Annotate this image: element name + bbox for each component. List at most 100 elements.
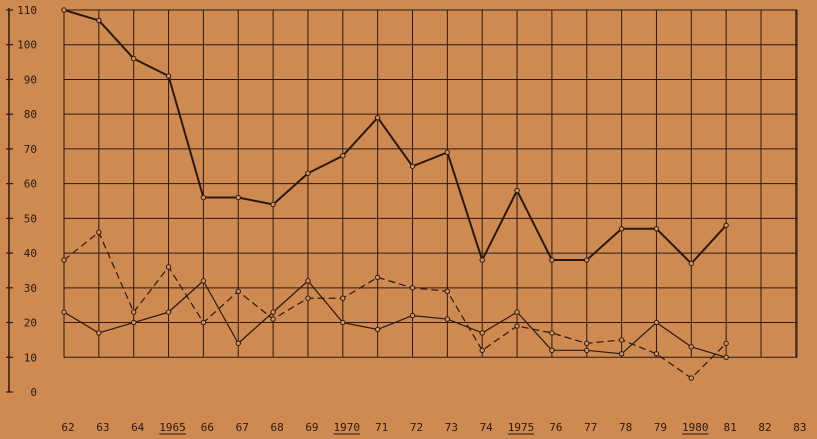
y-tick-label: 20 [24, 317, 37, 330]
tick-labels: 0 10 20 30 40 50 60 70 80 90 100 110 62 63 64 1965 66 67 6… [17, 4, 806, 435]
data-point [479, 347, 485, 354]
data-point [374, 114, 381, 121]
y-tick-label: 110 [17, 4, 37, 17]
data-point [549, 257, 555, 263]
data-point [96, 330, 102, 336]
x-tick-label: 83 [793, 421, 806, 434]
grid [63, 9, 798, 358]
x-tick-label: 82 [758, 421, 771, 434]
series-solid-bold [61, 7, 729, 267]
data-point [235, 194, 241, 201]
x-tick-label: 68 [270, 421, 283, 434]
y-tick-label: 40 [24, 247, 37, 260]
data-point [688, 375, 694, 381]
x-tick-label: 72 [410, 421, 423, 434]
data-point [270, 316, 276, 322]
y-tick-label: 10 [24, 351, 37, 364]
data-point [723, 340, 729, 347]
data-point [653, 319, 660, 326]
data-point [409, 312, 416, 319]
data-point [479, 330, 485, 336]
y-tick-label: 50 [24, 212, 37, 225]
x-tick-label: 71 [375, 421, 388, 434]
series-line-solid-bold [63, 9, 727, 265]
data-point [200, 278, 207, 284]
data-point [653, 226, 660, 232]
data-point [374, 326, 381, 333]
data-point [444, 316, 451, 322]
series-line-dashed [63, 231, 727, 379]
data-point [235, 288, 241, 294]
data-point [165, 309, 172, 315]
data-point [479, 257, 485, 263]
x-tick-label: 69 [305, 421, 318, 434]
data-point [688, 260, 694, 267]
y-tick-label: 30 [24, 282, 37, 295]
data-point [444, 149, 451, 156]
x-tick-label: 77 [584, 421, 597, 434]
y-tick-label: 60 [24, 178, 37, 191]
data-point [165, 73, 172, 79]
data-point [305, 170, 311, 176]
series-dashed [61, 229, 729, 381]
data-point [653, 351, 660, 357]
data-point [584, 340, 590, 347]
data-point [618, 226, 625, 232]
x-tick-label: 67 [236, 421, 249, 434]
data-point [723, 222, 729, 229]
data-point [340, 295, 346, 301]
data-point [165, 264, 172, 270]
data-point [305, 295, 311, 301]
data-point [514, 323, 520, 329]
data-point [131, 309, 137, 315]
data-point [688, 344, 694, 350]
data-point [549, 347, 555, 354]
data-point [409, 285, 416, 291]
y-tick-label: 0 [30, 386, 37, 399]
x-tick-label: 63 [96, 421, 109, 434]
data-point [723, 354, 729, 360]
data-point [374, 274, 381, 281]
y-tick-label: 100 [17, 39, 37, 52]
data-point [200, 194, 207, 201]
series-line-solid-thin [63, 280, 727, 358]
data-point [200, 319, 207, 326]
series-solid-thin [61, 278, 729, 360]
y-axis [6, 8, 13, 393]
data-point [305, 278, 311, 284]
x-tick-label: 1965 [159, 421, 186, 434]
x-tick-label: 64 [131, 421, 145, 434]
data-point [340, 319, 346, 326]
data-point [235, 340, 241, 347]
series-group [61, 7, 729, 381]
data-point [96, 17, 102, 24]
x-tick-label: 74 [480, 421, 494, 434]
data-point [270, 309, 276, 315]
x-tick-label: 73 [445, 421, 458, 434]
x-tick-label: 76 [549, 421, 562, 434]
x-tick-label: 66 [201, 421, 214, 434]
x-tick-label: 62 [61, 421, 74, 434]
data-point [96, 229, 102, 235]
data-point [61, 7, 67, 13]
x-tick-label: 81 [724, 421, 737, 434]
data-point [61, 309, 67, 315]
data-point [409, 163, 416, 169]
data-point [584, 257, 590, 263]
data-point [549, 330, 555, 336]
data-point [618, 337, 625, 343]
data-point [444, 288, 451, 294]
x-tick-label: 1970 [334, 421, 361, 434]
y-tick-label: 80 [24, 108, 37, 121]
x-tick-label: 78 [619, 421, 632, 434]
data-point [131, 55, 137, 62]
data-point [514, 309, 520, 315]
data-point [270, 201, 276, 208]
data-point [618, 351, 625, 357]
data-point [584, 347, 590, 354]
x-tick-label: 1980 [682, 421, 709, 434]
y-tick-label: 70 [24, 143, 37, 156]
y-tick-label: 90 [24, 73, 37, 86]
x-tick-label: 1975 [508, 421, 535, 434]
